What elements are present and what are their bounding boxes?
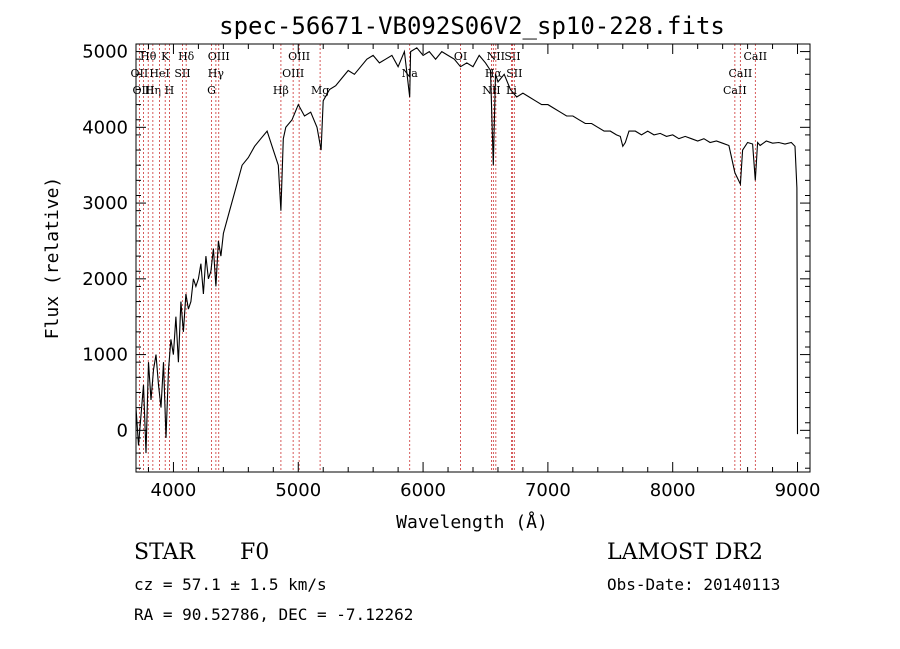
x-tick-label: 9000 [775, 480, 821, 501]
spectral-line-markers: HθOIIOIIIHηHeIKHSIIHδGHγOIIIHβOIIIOIIIMg… [131, 44, 767, 472]
spectral-line-label: CaII [743, 50, 767, 63]
x-tick-label: 5000 [275, 480, 321, 501]
plot-frame [135, 43, 811, 473]
spectral-line-label: Mg [311, 84, 329, 97]
x-tick-label: 6000 [400, 480, 446, 501]
spectral-line-label: SII [506, 67, 522, 80]
spectral-line-label: OIII [288, 50, 310, 63]
x-tick-label: 8000 [650, 480, 696, 501]
y-tick-label: 4000 [82, 117, 128, 138]
spectral-line-label: Hδ [178, 50, 195, 63]
spectral-line-label: OIII [132, 84, 154, 97]
y-tick-label: 1000 [82, 345, 128, 366]
y-axis-label: Flux (relative) [42, 177, 63, 340]
spectral-line-label: Hα [485, 67, 503, 80]
chart-title: spec-56671-VB092S06V2_sp10-228.fits [219, 12, 725, 40]
spectral-line-label: SII [504, 50, 520, 63]
x-axis-label: Wavelength (Å) [396, 511, 548, 533]
spectral-line-label: OII [131, 67, 149, 80]
y-tick-label: 3000 [82, 193, 128, 214]
x-tick-label: 4000 [151, 480, 197, 501]
spectral-line-label: CaII [723, 84, 747, 97]
spectral-line-label: Hη [145, 84, 161, 97]
spectral-line-label: SII [174, 67, 190, 80]
spectral-line-label: OIII [282, 67, 304, 80]
spectral-line-label: K [161, 50, 170, 63]
x-tick-label: 7000 [525, 480, 571, 501]
observation-date: Obs-Date: 20140113 [607, 575, 780, 594]
y-tick-label: 2000 [82, 269, 128, 290]
object-subclass: F0 [240, 540, 269, 565]
spectral-line-label: OI [454, 50, 467, 63]
object-class: STAR [134, 540, 196, 565]
spectral-line-label: HeI [149, 67, 169, 80]
spectral-line-label: Hγ [208, 67, 225, 80]
redshift-cz: cz = 57.1 ± 1.5 km/s [134, 575, 327, 594]
survey-name: LAMOST DR2 [607, 540, 763, 565]
spectrum-line [135, 47, 799, 454]
spectral-line-label: NII [487, 50, 505, 63]
coordinates: RA = 90.52786, DEC = -7.12262 [134, 605, 413, 624]
spectral-line-label: Hβ [273, 84, 289, 97]
spectral-line-label: CaII [729, 67, 753, 80]
axis-ticks: 4000 5000 6000 7000 8000 9000 0 1000 2000 3000 400… [82, 42, 820, 501]
y-tick-label: 0 [117, 420, 128, 441]
y-tick-label: 5000 [82, 42, 128, 63]
spectral-line-label: H [165, 84, 175, 97]
spectral-line-label: G [207, 84, 216, 97]
spectral-line-label: OIII [208, 50, 230, 63]
